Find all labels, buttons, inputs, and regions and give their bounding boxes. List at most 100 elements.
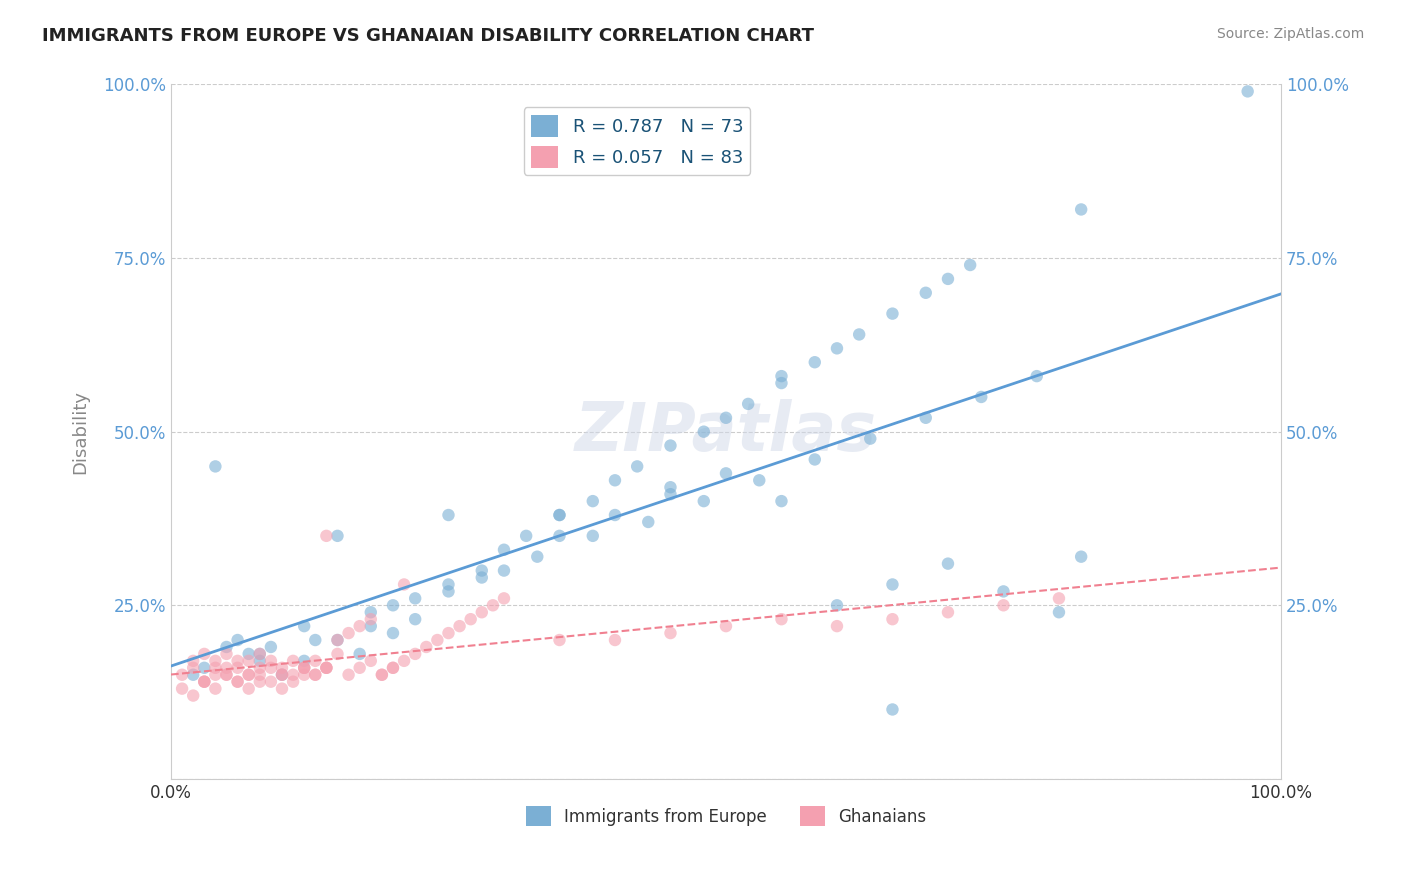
- Point: [471, 564, 494, 578]
- Text: IMMIGRANTS FROM EUROPE VS GHANAIAN DISABILITY CORRELATION CHART: IMMIGRANTS FROM EUROPE VS GHANAIAN DISAB…: [42, 27, 814, 45]
- Point: [603, 633, 626, 648]
- Point: [803, 452, 825, 467]
- Point: [1047, 605, 1070, 619]
- Point: [315, 529, 337, 543]
- Point: [770, 612, 793, 626]
- Point: [914, 285, 936, 300]
- Point: [415, 640, 437, 654]
- Point: [349, 661, 371, 675]
- Point: [215, 667, 238, 681]
- Point: [471, 605, 494, 619]
- Legend: Immigrants from Europe, Ghanaians: Immigrants from Europe, Ghanaians: [519, 799, 934, 833]
- Point: [770, 376, 793, 390]
- Point: [1070, 549, 1092, 564]
- Point: [304, 654, 326, 668]
- Point: [437, 584, 460, 599]
- Point: [659, 626, 682, 640]
- Point: [360, 654, 382, 668]
- Point: [825, 599, 848, 613]
- Point: [914, 410, 936, 425]
- Point: [226, 674, 249, 689]
- Point: [193, 647, 215, 661]
- Point: [193, 674, 215, 689]
- Point: [515, 529, 537, 543]
- Point: [492, 564, 515, 578]
- Point: [238, 654, 260, 668]
- Point: [360, 612, 382, 626]
- Point: [260, 654, 283, 668]
- Point: [936, 557, 959, 571]
- Point: [215, 647, 238, 661]
- Point: [281, 667, 304, 681]
- Point: [215, 661, 238, 675]
- Point: [936, 272, 959, 286]
- Point: [215, 640, 238, 654]
- Point: [382, 626, 405, 640]
- Point: [392, 654, 415, 668]
- Point: [315, 661, 337, 675]
- Point: [548, 529, 571, 543]
- Point: [204, 667, 226, 681]
- Point: [548, 508, 571, 522]
- Point: [637, 515, 659, 529]
- Point: [349, 619, 371, 633]
- Point: [304, 667, 326, 681]
- Point: [281, 674, 304, 689]
- Point: [181, 654, 204, 668]
- Point: [693, 494, 716, 508]
- Point: [249, 667, 271, 681]
- Point: [882, 307, 904, 321]
- Point: [304, 633, 326, 648]
- Point: [404, 647, 426, 661]
- Point: [371, 667, 394, 681]
- Point: [238, 667, 260, 681]
- Point: [970, 390, 993, 404]
- Point: [460, 612, 482, 626]
- Point: [226, 661, 249, 675]
- Point: [181, 667, 204, 681]
- Point: [770, 369, 793, 384]
- Point: [226, 654, 249, 668]
- Point: [292, 667, 315, 681]
- Point: [437, 577, 460, 591]
- Point: [260, 661, 283, 675]
- Point: [582, 494, 605, 508]
- Point: [326, 529, 349, 543]
- Point: [825, 619, 848, 633]
- Point: [204, 654, 226, 668]
- Point: [382, 599, 405, 613]
- Point: [204, 661, 226, 675]
- Point: [238, 647, 260, 661]
- Point: [271, 667, 294, 681]
- Point: [404, 612, 426, 626]
- Point: [714, 467, 737, 481]
- Point: [404, 591, 426, 606]
- Point: [292, 661, 315, 675]
- Point: [382, 661, 405, 675]
- Point: [482, 599, 505, 613]
- Point: [492, 542, 515, 557]
- Point: [471, 570, 494, 584]
- Point: [349, 647, 371, 661]
- Point: [548, 633, 571, 648]
- Point: [326, 633, 349, 648]
- Point: [360, 619, 382, 633]
- Point: [437, 626, 460, 640]
- Point: [292, 661, 315, 675]
- Point: [437, 508, 460, 522]
- Point: [959, 258, 981, 272]
- Point: [848, 327, 870, 342]
- Point: [226, 633, 249, 648]
- Point: [548, 508, 571, 522]
- Point: [249, 661, 271, 675]
- Point: [582, 529, 605, 543]
- Point: [271, 667, 294, 681]
- Point: [249, 647, 271, 661]
- Point: [714, 619, 737, 633]
- Point: [238, 667, 260, 681]
- Point: [803, 355, 825, 369]
- Point: [204, 459, 226, 474]
- Point: [226, 674, 249, 689]
- Point: [659, 480, 682, 494]
- Point: [326, 647, 349, 661]
